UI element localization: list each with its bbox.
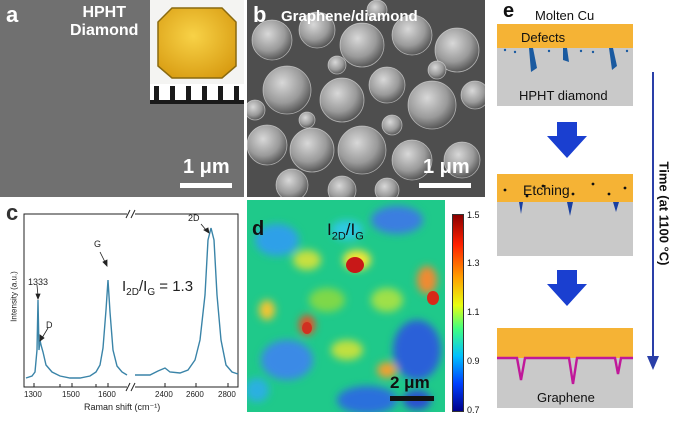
colorbar [452,214,464,412]
ratio-annotation: I2D/IG = 1.3 [122,278,193,298]
stage2-particles [503,182,627,198]
defects-label: Defects [521,30,566,45]
x-tick-1500: 1500 [62,390,80,399]
ratio-sub-g: G [147,287,156,298]
panel-e-label: e [503,0,515,22]
hpht-diamond-label: HPHT diamond [519,88,608,103]
raman-spectrum-plot [23,209,239,392]
down-arrow-1 [547,122,587,158]
ratio-slash: /I [138,278,148,295]
peak-label-d: D [46,320,53,330]
panel-a-title-line1: HPHT [82,4,126,21]
map-title-sub-g: G [355,230,364,243]
panel-a: a HPHT Diamond 1 μm [0,0,244,197]
x-tick-2800: 2800 [218,390,236,399]
stage1-dots [503,48,629,54]
panel-a-scale-label: 1 μm [183,156,230,178]
y-axis-label: Intensity (a.u.) [9,271,19,322]
stage2-cu [497,174,633,202]
colorbar-tick-1-1: 1.1 [467,307,480,317]
peak-label-2d: 2D [188,213,200,223]
diamond-photo-inset [150,0,244,104]
graphene-label: Graphene [537,390,595,405]
panel-a-label: a [6,2,19,27]
etching-label: Etching [523,182,570,198]
stage2-diamond [497,202,633,256]
map-title-slash: /I [345,220,356,239]
panel-a-title-line2: Diamond [70,22,139,39]
x-axis-label: Raman shift (cm⁻¹) [84,402,161,412]
map-scale-bar [390,396,434,401]
stage1-cu [497,24,633,48]
x-ticks [33,383,229,387]
panel-b: b Graphene/diamond 1 μm [247,0,485,197]
peak-label-1333: 1333 [28,277,49,287]
down-arrow-2 [547,270,587,306]
time-label: Time (at 1100 °C) [656,161,672,266]
colorbar-tick-1-3: 1.3 [467,258,480,268]
ratio-sub-2d: 2D [126,287,139,298]
panel-a-title: HPHT Diamond [70,4,138,40]
axis-break-bottom [125,382,136,392]
time-arrow-head [647,356,659,370]
plot-frame [23,213,239,388]
x-tick-1600: 1600 [98,390,116,399]
map-title-i: I [327,220,332,239]
panel-c-label: c [6,200,19,225]
map-title-sub-2d: 2D [331,230,346,243]
map-scale-label: 2 μm [390,373,430,392]
panel-b-scale-label: 1 μm [423,156,470,178]
axis-break-top [125,209,136,219]
diamond-photo-drawing [150,7,244,104]
panel-d-label: d [252,218,265,240]
stage2-etch-pits [519,202,619,216]
ratio-i: I [122,278,127,295]
raman-spectrum-curve [25,227,239,379]
ratio-value: = 1.3 [155,278,194,295]
stage3-cu [497,328,633,360]
raman-map [247,200,445,412]
x-tick-2600: 2600 [186,390,204,399]
x-tick-2400: 2400 [155,390,173,399]
peak-arrows [35,223,210,342]
panel-b-scale-bar [419,183,471,188]
map-title: I2D/IG [327,220,364,242]
sem-image [247,0,485,197]
molten-cu-label: Molten Cu [535,8,595,23]
stage1-defects [529,48,617,72]
x-tick-1300: 1300 [24,390,42,399]
colorbar-tick-0-9: 0.9 [467,356,480,366]
peak-label-g: G [94,239,102,249]
panel-a-scale-bar [180,183,232,188]
panel-c: c 1333 D G 2D I2D/IG = 1.3 [0,200,244,422]
colorbar-tick-0-7: 0.7 [467,405,480,415]
mechanism-schematic [497,24,659,408]
panel-d: d I2D/IG 2 μm 1.5 1.3 1.1 0.9 0.7 [247,200,493,422]
colorbar-tick-1-5: 1.5 [467,210,480,220]
panel-b-label: b [253,2,267,27]
panel-e: e Molten Cu Defects HPHT diamond Etching… [493,0,682,422]
graphene-layer [497,356,633,385]
panel-b-title: Graphene/diamond [281,8,418,25]
